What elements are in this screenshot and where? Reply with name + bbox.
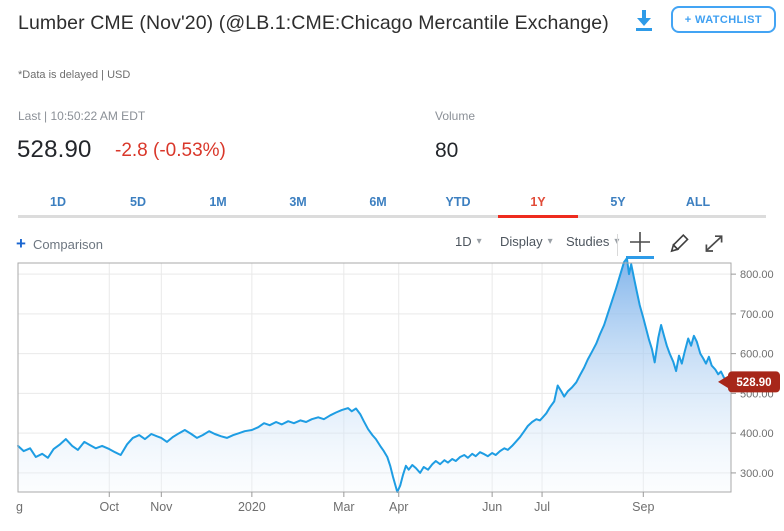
last-price: 528.90	[17, 136, 92, 163]
interval-dropdown-label: 1D	[455, 234, 472, 249]
chevron-down-icon: ▾	[476, 236, 482, 247]
range-tab-1d[interactable]: 1D	[18, 194, 98, 218]
draw-tool-button[interactable]	[664, 231, 692, 259]
range-tab-5d[interactable]: 5D	[98, 194, 178, 218]
x-axis-label: Oct	[100, 500, 120, 514]
fullscreen-button[interactable]	[700, 231, 728, 259]
x-axis-label: Mar	[333, 500, 355, 514]
y-axis-label: 400.00	[740, 428, 774, 440]
price-change: -2.8 (-0.53%)	[115, 140, 226, 161]
last-price-badge-text: 528.90	[736, 377, 771, 389]
toolbar-divider	[617, 234, 618, 256]
range-tab-3m[interactable]: 3M	[258, 194, 338, 218]
interval-dropdown[interactable]: 1D ▾	[455, 234, 482, 249]
range-tab-6m[interactable]: 6M	[338, 194, 418, 218]
x-axis-label: Jul	[534, 500, 550, 514]
y-axis-label: 800.00	[740, 269, 774, 281]
last-price-badge-arrow	[718, 373, 731, 390]
x-axis-label: Sep	[632, 500, 654, 514]
header-actions: + WATCHLIST	[629, 6, 776, 34]
page-title: Lumber CME (Nov'20) (@LB.1:CME:Chicago M…	[18, 12, 609, 34]
y-axis-label: 300.00	[740, 468, 774, 480]
price-area-fill	[18, 258, 731, 492]
chevron-down-icon: ▾	[547, 236, 553, 247]
comparison-button[interactable]: + Comparison	[16, 234, 104, 253]
crosshair-icon	[630, 232, 650, 252]
crosshair-tool-button[interactable]	[626, 231, 654, 259]
pencil-icon	[670, 233, 689, 252]
chevron-down-icon: ▾	[614, 236, 619, 247]
range-tab-ytd[interactable]: YTD	[418, 194, 498, 218]
volume-label: Volume	[435, 109, 476, 123]
expand-icon	[705, 234, 723, 252]
studies-dropdown-label: Studies	[566, 234, 610, 249]
x-axis-label: Jun	[482, 500, 502, 514]
volume-value: 80	[435, 139, 459, 162]
download-icon	[635, 10, 652, 31]
last-price-badge	[728, 371, 780, 393]
plus-icon: +	[16, 234, 26, 253]
x-axis-label: Nov	[150, 500, 173, 514]
x-axis-label: Apr	[389, 500, 408, 514]
range-tab-5y[interactable]: 5Y	[578, 194, 658, 218]
display-dropdown[interactable]: Display ▾	[500, 234, 553, 249]
comparison-label: Comparison	[32, 236, 104, 252]
x-axis-label: 2020	[238, 500, 266, 514]
download-button[interactable]	[629, 6, 659, 34]
range-tab-all[interactable]: ALL	[658, 194, 738, 218]
display-dropdown-label: Display	[500, 234, 543, 249]
x-axis-label: g	[16, 500, 23, 514]
y-axis-label: 700.00	[740, 309, 774, 321]
studies-dropdown[interactable]: Studies ▾	[566, 234, 619, 249]
price-line	[17, 257, 732, 493]
last-timestamp: Last | 10:50:22 AM EDT	[18, 109, 146, 123]
range-tabs-bar-tail	[738, 194, 766, 218]
range-tabs: 1D 5D 1M 3M 6M YTD 1Y 5Y ALL	[18, 194, 766, 218]
y-axis-label: 600.00	[740, 349, 774, 361]
range-tab-1m[interactable]: 1M	[178, 194, 258, 218]
add-to-watchlist-button[interactable]: + WATCHLIST	[670, 6, 776, 33]
range-tab-1y[interactable]: 1Y	[498, 194, 578, 218]
data-delay-note: *Data is delayed | USD	[18, 69, 131, 81]
